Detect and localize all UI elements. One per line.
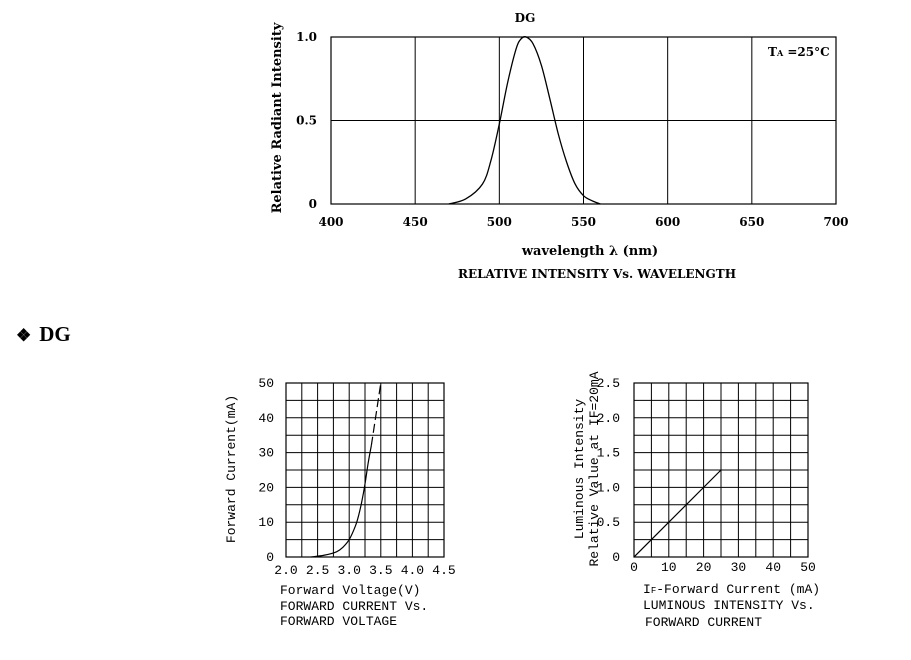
li-x-label: IF-Forward Current (mA) (643, 582, 820, 597)
x-tick-label: 40 (765, 560, 781, 575)
spectrum-chart: DG 400 450 500 550 600 650 700 0 0.5 1.0 TA =25°C… (270, 11, 849, 281)
spectrum-title: DG (515, 11, 536, 25)
x-tick-label: 400 (318, 215, 343, 229)
y-tick-label: 2.0 (597, 411, 620, 426)
iv-curve-extrapolated (370, 382, 382, 446)
y-tick-label: 0 (612, 550, 620, 565)
li-caption-line-1: LUMINOUS INTENSITY Vs. (643, 598, 815, 613)
x-tick-label: 700 (823, 215, 848, 229)
y-tick-label: 30 (258, 446, 274, 461)
x-tick-label: 4.5 (432, 563, 455, 578)
x-tick-label: 500 (487, 215, 512, 229)
y-tick-label: 0 (266, 550, 274, 565)
y-tick-label: 10 (258, 515, 274, 530)
y-tick-label: 1.5 (597, 446, 620, 461)
iv-y-label: Forward Current(mA) (224, 395, 239, 543)
forward-current-chart: 2.0 2.5 3.0 3.5 4.0 4.5 0 10 20 30 40 50 Forward Vo… (224, 376, 456, 629)
x-tick-label: 3.5 (369, 563, 392, 578)
x-tick-label: 4.0 (401, 563, 424, 578)
x-tick-label: 0 (630, 560, 638, 575)
y-tick-label: 1.0 (597, 480, 620, 495)
li-y-label-line-1: Luminous Intensity (572, 399, 587, 540)
iv-curve (311, 445, 372, 558)
spectrum-curve (448, 35, 601, 205)
spectrum-x-label: wavelength λ (nm) (521, 244, 658, 259)
x-tick-label: 650 (739, 215, 764, 229)
y-tick-label: 0.5 (296, 114, 317, 128)
y-tick-label: 1.0 (296, 30, 317, 44)
y-tick-label: 40 (258, 411, 274, 426)
li-y-label-line-2: Relative Value at IF=20mA (587, 371, 602, 566)
spectrum-caption: RELATIVE INTENSITY Vs. WAVELENGTH (458, 267, 736, 281)
x-tick-label: 3.0 (337, 563, 360, 578)
luminous-line (633, 469, 722, 558)
y-tick-label: 20 (258, 480, 274, 495)
x-tick-label: 2.5 (306, 563, 329, 578)
x-tick-label: 600 (655, 215, 680, 229)
diamond-bullet-icon: ❖ (16, 326, 32, 345)
x-tick-label: 20 (696, 560, 712, 575)
y-tick-label: 0.5 (597, 515, 620, 530)
y-tick-label: 50 (258, 376, 274, 391)
x-tick-label: 450 (403, 215, 428, 229)
li-caption-line-2: FORWARD CURRENT (645, 615, 762, 630)
temperature-annotation: TA =25°C (768, 45, 830, 59)
x-tick-label: 550 (571, 215, 596, 229)
section-heading-text: DG (39, 322, 71, 346)
section-heading: ❖ DG (16, 322, 71, 347)
luminous-intensity-chart: 0 10 20 30 40 50 0 0.5 1.0 1.5 2.0 2.5 IF-Forward C… (572, 371, 820, 630)
x-tick-label: 50 (800, 560, 816, 575)
iv-x-label: Forward Voltage(V) (280, 583, 420, 598)
x-tick-label: 10 (661, 560, 677, 575)
x-tick-label: 2.0 (274, 563, 297, 578)
y-tick-label: 2.5 (597, 376, 620, 391)
spectrum-y-label: Relative Radiant Intensity (270, 22, 285, 213)
y-tick-label: 0 (309, 197, 317, 211)
iv-caption-line-2: FORWARD VOLTAGE (280, 614, 397, 629)
iv-caption-line-1: FORWARD CURRENT Vs. (280, 599, 428, 614)
x-tick-label: 30 (731, 560, 747, 575)
